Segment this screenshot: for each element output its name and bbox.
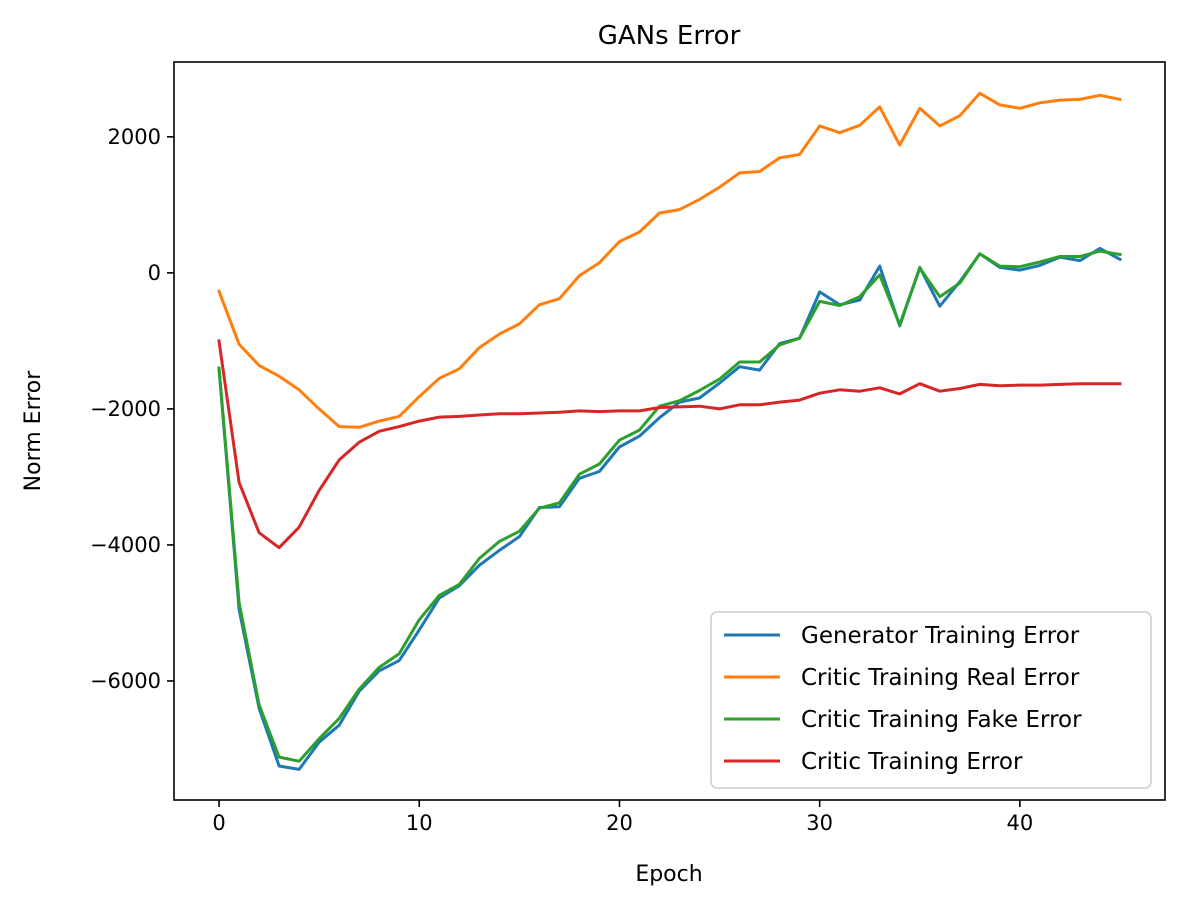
y-tick-label: −6000	[90, 669, 161, 693]
plot-frame	[173, 61, 1166, 801]
legend-label-0: Generator Training Error	[801, 623, 1080, 649]
chart-title: GANs Error	[598, 21, 741, 51]
y-tick-label: 0	[148, 261, 161, 285]
x-tick-label: 10	[406, 811, 433, 835]
legend-box	[710, 611, 1152, 789]
y-axis: −6000 −4000 −2000 0 2000	[90, 125, 174, 693]
series-line-3	[217, 339, 1122, 550]
plot-area	[217, 91, 1123, 771]
x-tick-label: 30	[806, 811, 833, 835]
series-line-2	[217, 249, 1122, 763]
legend-label-2: Critic Training Fake Error	[801, 707, 1082, 733]
x-tick-label: 40	[1006, 811, 1033, 835]
legend-label-1: Critic Training Real Error	[801, 665, 1080, 691]
legend-label-3: Critic Training Error	[801, 749, 1023, 775]
y-tick-label: −2000	[90, 397, 161, 421]
series-line-1	[217, 91, 1122, 429]
x-tick-label: 20	[606, 811, 633, 835]
legend: Generator Training Error Critic Training …	[710, 611, 1152, 789]
y-tick-label: −4000	[90, 533, 161, 557]
x-tick-label: 0	[212, 811, 225, 835]
y-tick-label: 2000	[108, 125, 161, 149]
x-axis: 0 10 20 30 40	[212, 800, 1033, 835]
y-axis-label: Norm Error	[21, 370, 46, 492]
x-axis-label: Epoch	[635, 862, 702, 887]
